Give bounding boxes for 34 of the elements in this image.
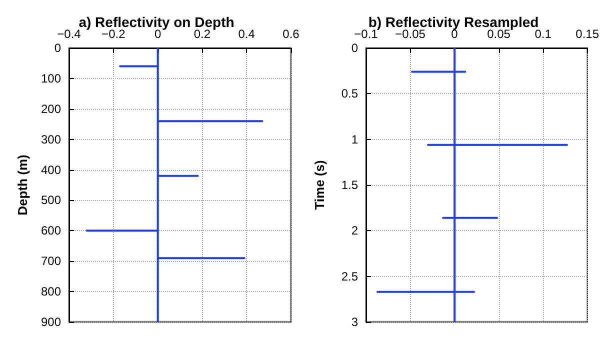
y-tick-label: 900 bbox=[40, 315, 62, 329]
y-tick-label: 200 bbox=[40, 102, 62, 116]
y-tick-label: 2.5 bbox=[341, 269, 358, 284]
y-tick-label: 700 bbox=[40, 254, 62, 268]
chart-title: b) Reflectivity Resampled bbox=[368, 14, 539, 30]
x-tick-label: 0.1 bbox=[534, 27, 552, 41]
y-tick-label: 0 bbox=[351, 41, 358, 55]
y-tick-label: 300 bbox=[40, 132, 62, 146]
x-tick-label: −0.1 bbox=[354, 27, 378, 41]
x-tick-label: 0.05 bbox=[487, 27, 511, 41]
x-tick-label: 0.15 bbox=[576, 27, 600, 41]
y-tick-label: 0 bbox=[54, 41, 62, 55]
line-series bbox=[376, 47, 568, 323]
line-series bbox=[86, 47, 264, 323]
chart-title: a) Reflectivity on Depth bbox=[78, 14, 234, 30]
y-axis-title: Depth (m) bbox=[15, 154, 30, 216]
x-tick-label: −0.4 bbox=[57, 27, 82, 41]
y-tick-label: 3 bbox=[351, 315, 358, 329]
y-tick-label: 600 bbox=[40, 224, 62, 238]
y-axis-title: Time (s) bbox=[312, 160, 327, 210]
y-tick-label: 500 bbox=[40, 193, 62, 208]
x-tick-label: −0.2 bbox=[102, 27, 126, 41]
y-tick-label: 0.5 bbox=[341, 86, 358, 101]
x-tick-label: 0 bbox=[154, 27, 162, 41]
y-tick-label: 100 bbox=[40, 71, 62, 86]
y-tick-label: 2 bbox=[351, 224, 358, 238]
x-tick-label: 0.4 bbox=[238, 27, 256, 41]
x-tick-label: −0.05 bbox=[395, 27, 426, 41]
y-tick-label: 800 bbox=[40, 284, 62, 299]
y-tick-label: 1.5 bbox=[341, 178, 358, 192]
y-tick-label: 400 bbox=[40, 162, 62, 177]
y-tick-label: 1 bbox=[351, 132, 358, 146]
x-tick-label: 0.6 bbox=[282, 27, 300, 41]
x-tick-label: 0.2 bbox=[194, 27, 211, 41]
